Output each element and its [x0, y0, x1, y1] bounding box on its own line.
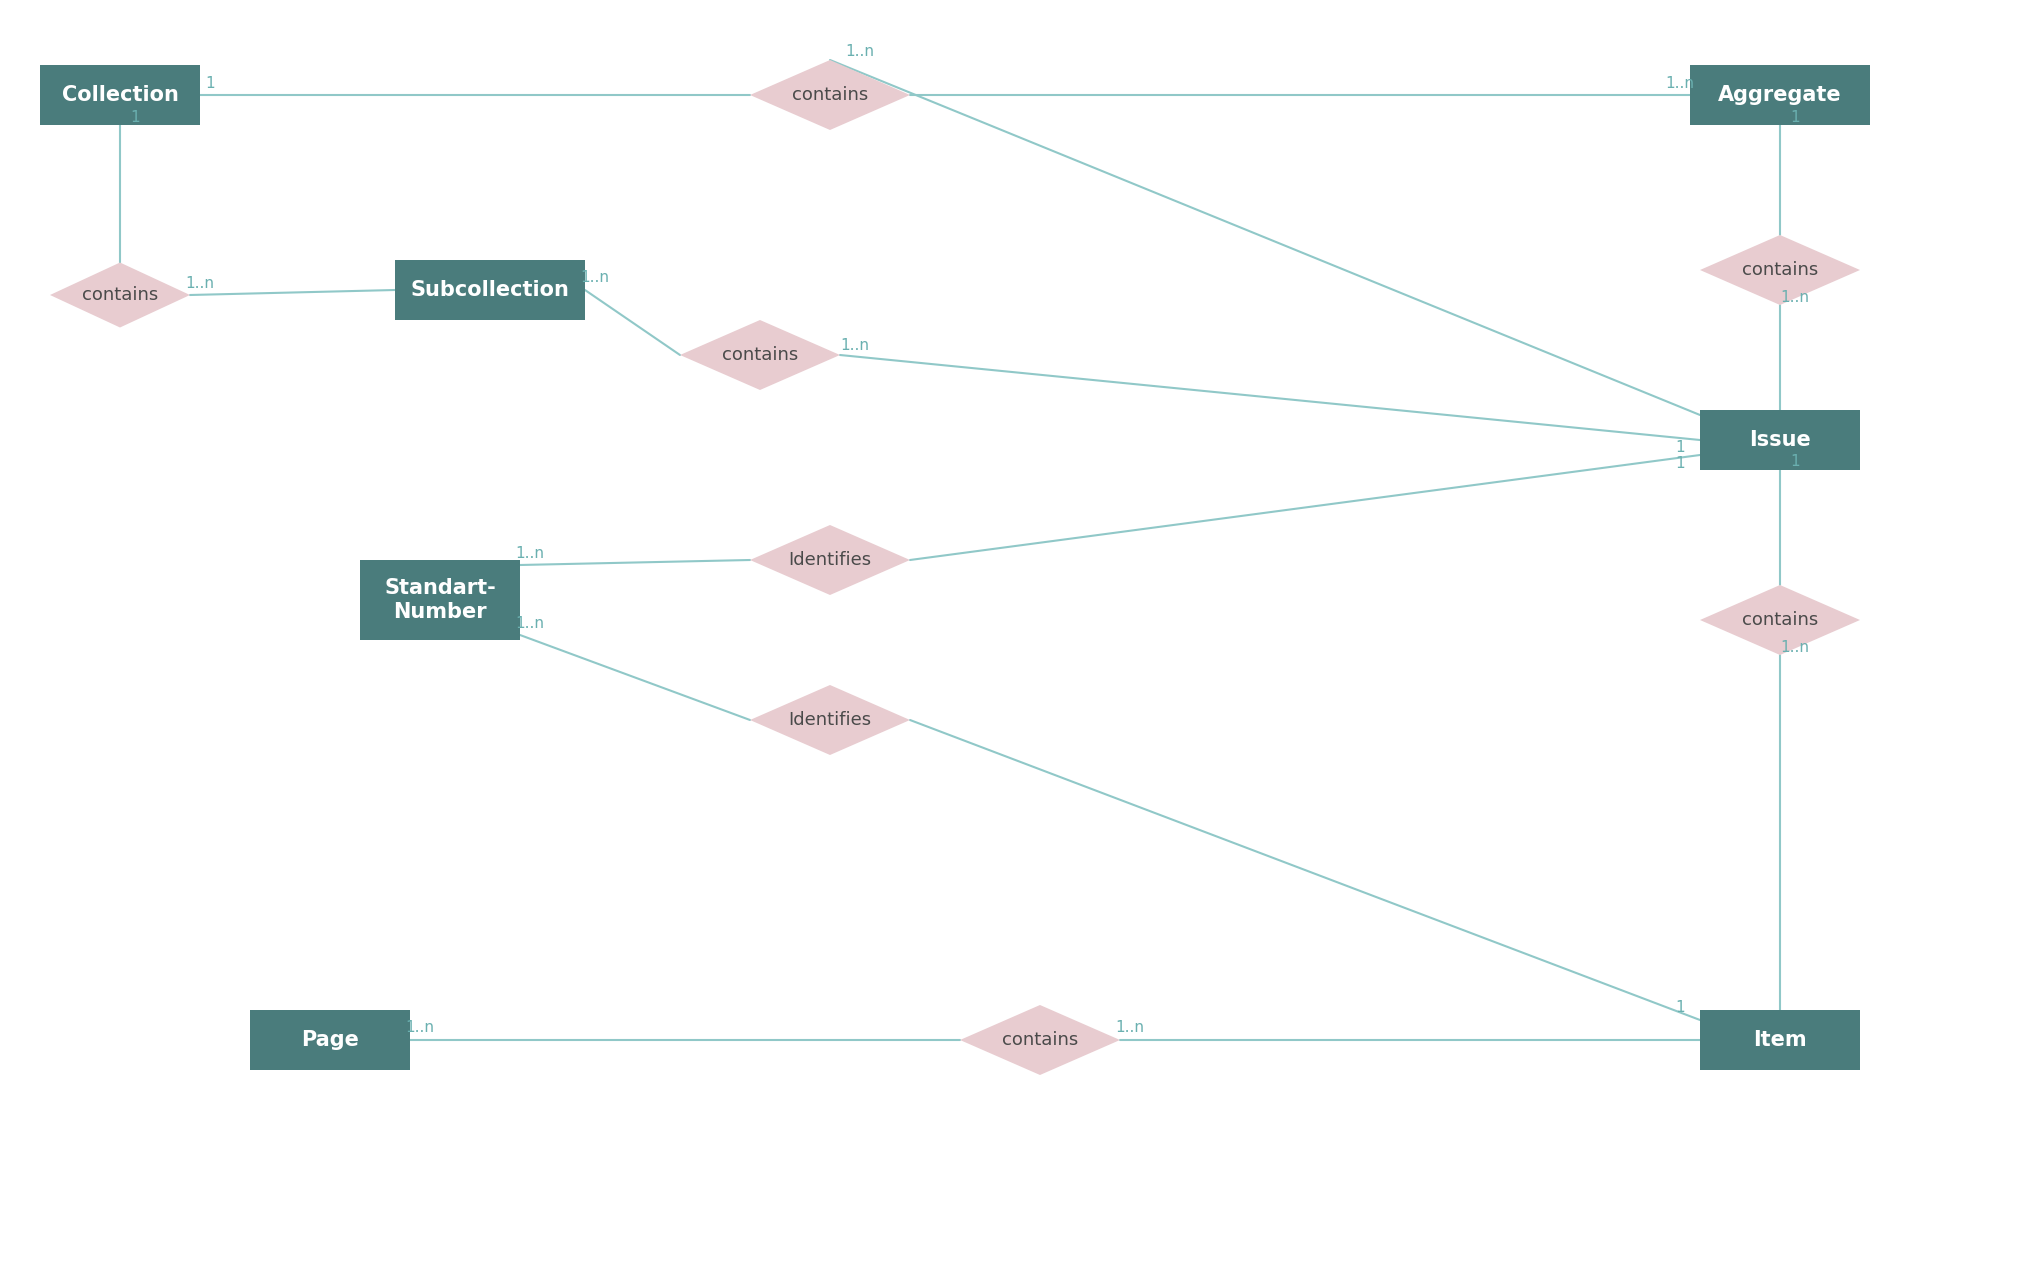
Text: 1: 1: [1676, 456, 1684, 470]
Text: 1..n: 1..n: [1115, 1021, 1145, 1035]
Text: 1..n: 1..n: [1780, 289, 1810, 304]
Text: contains: contains: [1741, 611, 1818, 629]
Text: contains: contains: [722, 345, 797, 363]
Polygon shape: [51, 262, 189, 327]
Text: 1: 1: [205, 76, 216, 90]
Text: Identifies: Identifies: [789, 551, 871, 569]
Text: Aggregate: Aggregate: [1719, 85, 1843, 105]
Text: contains: contains: [791, 86, 869, 104]
Text: Standart-
Number: Standart- Number: [384, 578, 496, 623]
Polygon shape: [679, 320, 840, 390]
Text: Page: Page: [301, 1030, 358, 1050]
FancyBboxPatch shape: [1700, 1011, 1859, 1070]
Text: 1..n: 1..n: [185, 276, 214, 290]
Text: Subcollection: Subcollection: [411, 280, 570, 300]
Text: 1..n: 1..n: [840, 338, 869, 353]
Text: 1..n: 1..n: [405, 1021, 435, 1035]
Text: 1: 1: [1790, 109, 1800, 125]
FancyBboxPatch shape: [1700, 410, 1859, 470]
Text: Identifies: Identifies: [789, 711, 871, 729]
Text: Item: Item: [1753, 1030, 1806, 1050]
Text: contains: contains: [1003, 1031, 1078, 1049]
Text: 1: 1: [130, 109, 140, 125]
Text: contains: contains: [1741, 261, 1818, 279]
Text: 1..n: 1..n: [1666, 76, 1694, 90]
Polygon shape: [1700, 586, 1859, 655]
Text: 1: 1: [1790, 455, 1800, 470]
Text: 1..n: 1..n: [515, 615, 545, 630]
Text: contains: contains: [81, 286, 159, 304]
Polygon shape: [751, 60, 909, 130]
Text: 1..n: 1..n: [846, 45, 875, 59]
Text: Collection: Collection: [61, 85, 179, 105]
Polygon shape: [751, 525, 909, 594]
Text: 1: 1: [1676, 1000, 1684, 1016]
Polygon shape: [751, 684, 909, 755]
Text: 1: 1: [1676, 440, 1684, 456]
Text: Issue: Issue: [1749, 430, 1810, 449]
Text: 1..n: 1..n: [580, 271, 610, 285]
Text: 1..n: 1..n: [515, 546, 545, 561]
FancyBboxPatch shape: [395, 259, 586, 320]
FancyBboxPatch shape: [41, 65, 199, 125]
FancyBboxPatch shape: [1690, 65, 1869, 125]
Polygon shape: [1700, 235, 1859, 306]
Polygon shape: [960, 1005, 1121, 1075]
Text: 1..n: 1..n: [1780, 639, 1810, 655]
FancyBboxPatch shape: [250, 1011, 411, 1070]
FancyBboxPatch shape: [360, 560, 521, 639]
